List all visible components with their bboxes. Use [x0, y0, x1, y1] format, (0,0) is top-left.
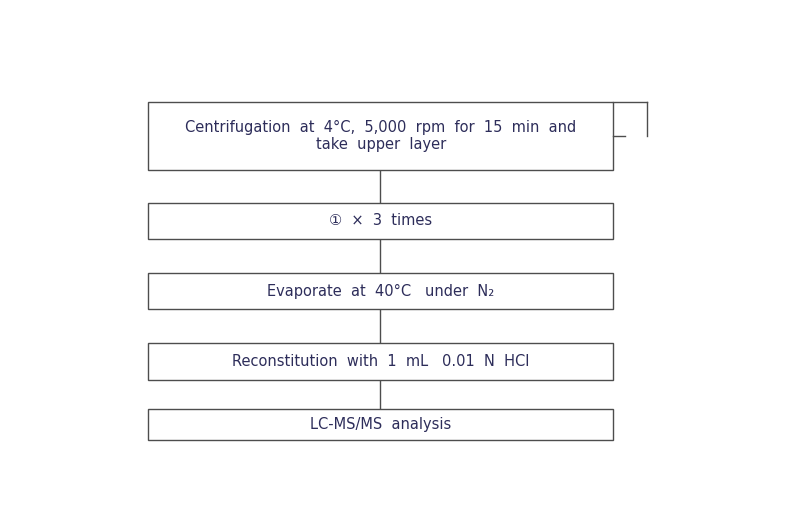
Text: ①  ×  3  times: ① × 3 times — [330, 213, 433, 228]
Text: LC-MS/MS  analysis: LC-MS/MS analysis — [310, 417, 452, 432]
Text: Centrifugation  at  4°C,  5,000  rpm  for  15  min  and: Centrifugation at 4°C, 5,000 rpm for 15 … — [185, 120, 576, 135]
Bar — [148, 203, 613, 239]
Text: Reconstitution  with  1  mL   0.01  N  HCl: Reconstitution with 1 mL 0.01 N HCl — [232, 354, 530, 369]
Text: take  upper  layer: take upper layer — [316, 137, 446, 152]
Text: Evaporate  at  40°C   under  N₂: Evaporate at 40°C under N₂ — [267, 283, 495, 299]
Bar — [148, 409, 613, 440]
Bar — [148, 343, 613, 380]
Bar — [148, 273, 613, 309]
Bar — [148, 102, 613, 171]
